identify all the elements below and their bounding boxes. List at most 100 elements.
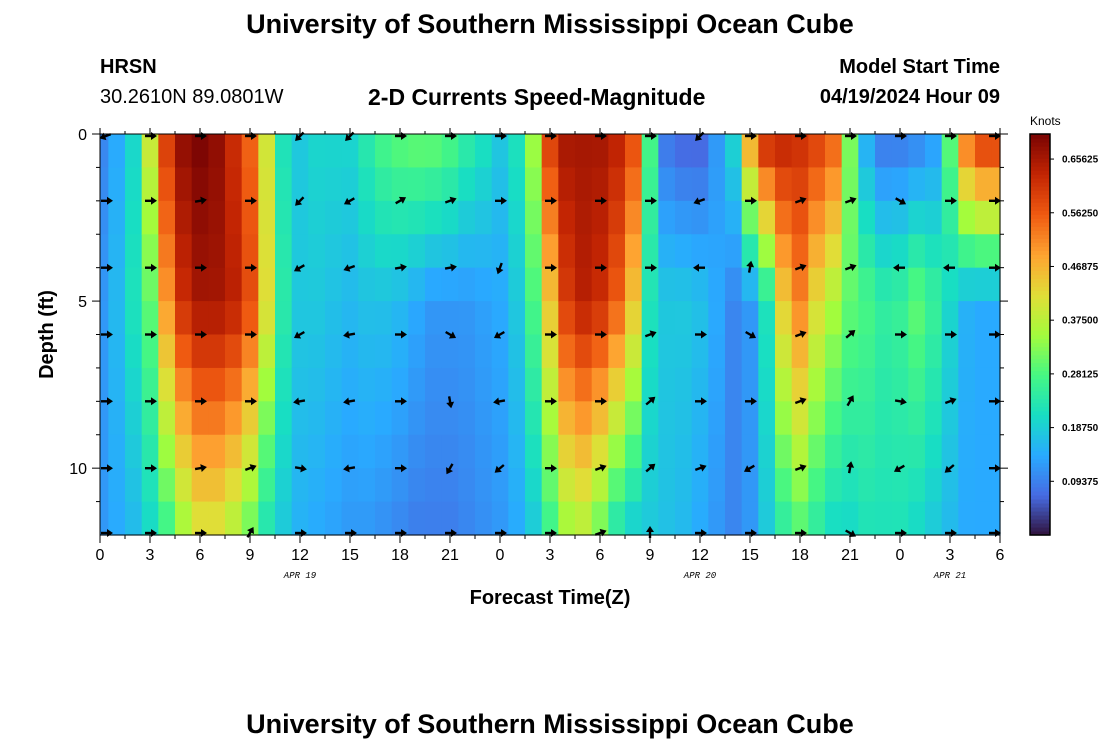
heatmap-cell [925,167,943,202]
heatmap-cell [691,234,709,269]
heatmap-cell [558,200,576,235]
heatmap-cell [408,234,426,269]
colorbar-segment [1030,198,1050,203]
current-vector-arrow [893,464,905,473]
colorbar-segment [1030,442,1050,448]
heatmap-cell [841,401,859,436]
heatmap-cell [925,267,943,302]
heatmap-cell [991,267,1001,302]
colorbar-segment [1030,306,1050,312]
heatmap-cell [125,200,143,235]
heatmap-cell [741,167,759,202]
heatmap-cell [175,334,193,369]
x-tick-label: 3 [946,547,955,564]
heatmap-cell [608,200,626,235]
current-vector-arrow [101,263,113,272]
heatmap-cell [675,301,693,336]
x-tick-label: 15 [741,547,759,564]
heatmap-cell [858,134,876,169]
heatmap-cell [341,334,359,369]
heatmap-cell [158,234,176,269]
heatmap-cell [858,501,876,536]
heatmap-cell [758,334,776,369]
heatmap-cell [308,267,326,302]
current-vector-arrow [989,529,1001,537]
heatmap-cell [975,267,993,302]
heatmap-cell [458,468,476,503]
colorbar-segment [1030,402,1050,408]
current-vector-arrow [245,132,257,140]
heatmap-cell [891,468,909,503]
colorbar-segment [1030,354,1050,360]
heatmap-cell [325,334,343,369]
colorbar-segment [1030,142,1050,147]
heatmap-cell [808,134,826,169]
colorbar-segment [1030,414,1050,420]
heatmap-cell [125,401,143,436]
heatmap-cell [491,401,509,436]
current-vector-arrow [844,196,857,205]
heatmap-cell [308,134,326,169]
heatmap-cell [741,134,759,169]
heatmap-cell [941,501,959,536]
heatmap-cell [241,301,259,336]
heatmap-cell [441,200,459,235]
heatmap-cell [775,134,793,169]
heatmap-cell [791,200,809,235]
heatmap-cell [291,267,309,302]
heatmap-cell [441,468,459,503]
heatmap-cell [375,134,393,169]
heatmap-cell [558,234,576,269]
colorbar-segment [1030,366,1050,372]
heatmap-cell [475,434,493,469]
heatmap-cell [491,234,509,269]
heatmap-cell [641,434,659,469]
heatmap-cell [891,234,909,269]
heatmap-cell [425,434,443,469]
heatmap-cell [508,134,526,169]
heatmap-cell [358,267,376,302]
heatmap-cell [741,401,759,436]
heatmap-cell [491,267,509,302]
current-vector-arrow [195,529,207,537]
heatmap-cell [625,468,643,503]
heatmap-cell [158,501,176,536]
heatmap-cell [941,367,959,402]
heatmap-cell [558,301,576,336]
heatmap-cell [191,434,209,469]
heatmap-cell [825,267,843,302]
heatmap-cell [525,334,543,369]
heatmap-cell [608,334,626,369]
y-tick-label: 0 [78,127,87,144]
heatmap-cell [158,367,176,402]
colorbar-segment [1030,486,1050,492]
heatmap-cell [625,267,643,302]
heatmap-cell [375,267,393,302]
colorbar-segment [1030,286,1050,291]
heatmap-cell [391,200,409,235]
heatmap-cell [691,434,709,469]
heatmap-cell [108,401,126,436]
heatmap-cell [100,134,109,169]
heatmap-cell [758,200,776,235]
heatmap-cell [575,200,593,235]
heatmap-cell [508,167,526,202]
heatmap-cell [291,234,309,269]
heatmap-cell [941,134,959,169]
heatmap-cell [108,434,126,469]
heatmap-cell [291,200,309,235]
heatmap-cell [525,234,543,269]
heatmap-cell [591,301,609,336]
heatmap-cell [241,401,259,436]
x-tick-label: 3 [546,547,555,564]
heatmap-cell [291,301,309,336]
model-start-value: 04/19/2024 Hour 09 [819,86,1000,108]
heatmap-cell [241,501,259,536]
heatmap-cell [641,267,659,302]
heatmap-cell [675,434,693,469]
colorbar-segment [1030,154,1050,159]
colorbar-segment [1030,330,1050,336]
heatmap-cell [358,468,376,503]
heatmap-cell [325,468,343,503]
heatmap-cell [141,334,159,369]
